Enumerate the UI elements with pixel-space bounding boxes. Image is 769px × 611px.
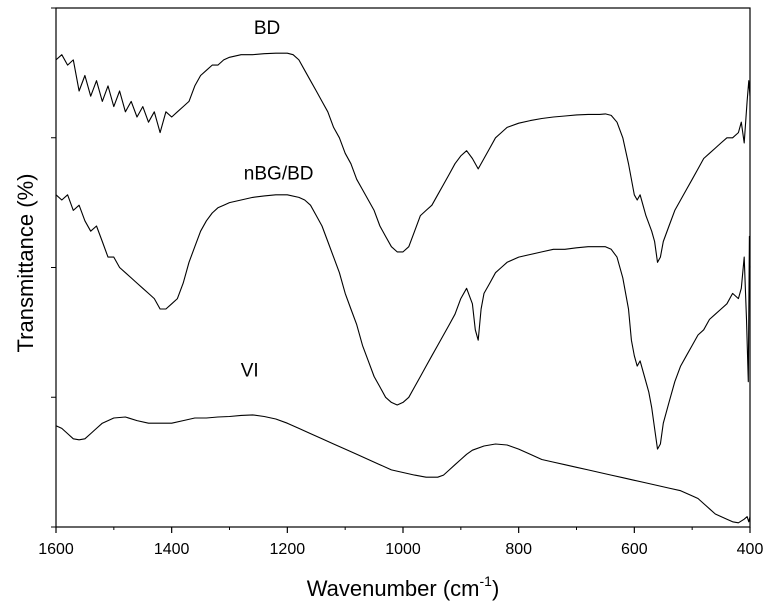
x-axis-label: Wavenumber (cm-1) (307, 573, 500, 601)
x-tick-label-1200: 1200 (270, 541, 306, 558)
series-label-vi: VI (241, 360, 259, 381)
series-lines (55, 52, 751, 524)
x-tick-label-1600: 1600 (38, 541, 74, 558)
series-line-nbg-bd (55, 194, 751, 450)
x-tick-label-1400: 1400 (154, 541, 190, 558)
x-tick-label-400: 400 (737, 541, 764, 558)
series-line-bd (55, 52, 751, 263)
series-labels: BD nBG/BD VI (241, 18, 314, 382)
series-label-bd: BD (254, 18, 280, 39)
plot-frame (55, 7, 751, 528)
x-tick-label-1000: 1000 (385, 541, 421, 558)
series-label-nbg-bd: nBG/BD (244, 163, 314, 184)
x-tick-label-600: 600 (621, 541, 648, 558)
tick-marks (51, 7, 751, 533)
x-tick-label-800: 800 (505, 541, 532, 558)
y-axis-label: Transmittance (%) (13, 174, 38, 353)
series-line-vi (55, 414, 751, 524)
x-tick-labels: 1600 1400 1200 1000 800 600 400 (38, 541, 763, 558)
